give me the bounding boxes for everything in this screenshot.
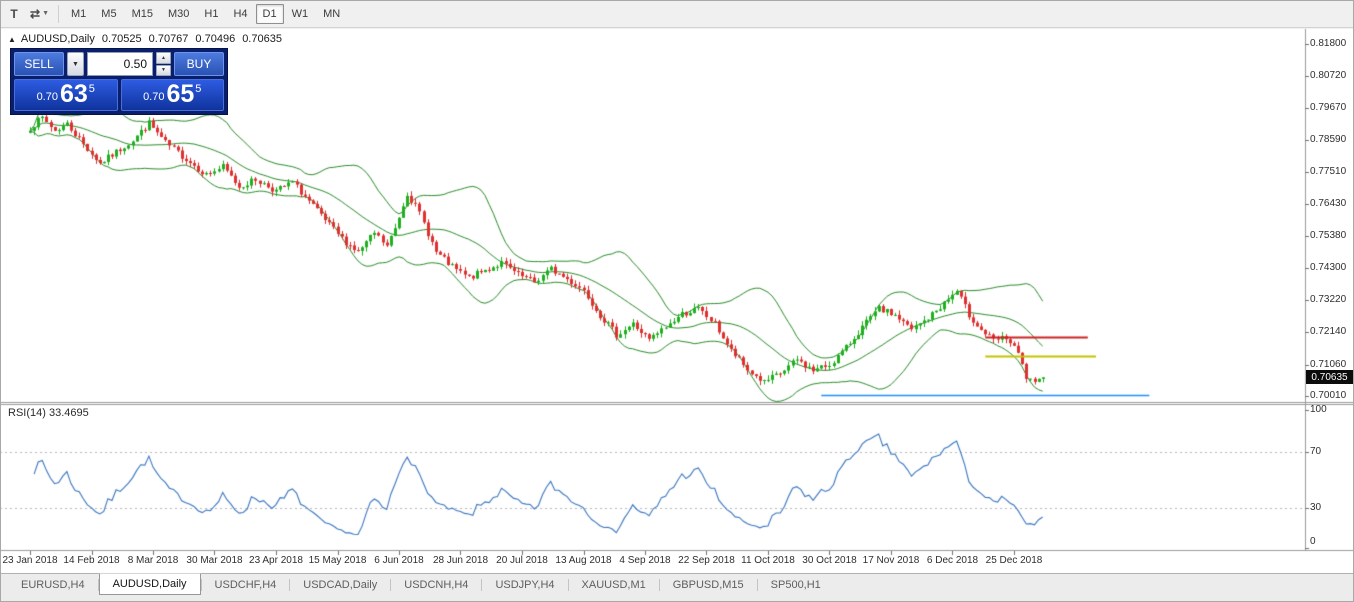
price-scale-label: 0.74300 bbox=[1310, 261, 1347, 273]
price-scale-label: 0.70010 bbox=[1310, 390, 1347, 401]
sell-price-big-digits: 63 bbox=[59, 80, 88, 108]
sell-button[interactable]: SELL bbox=[14, 52, 64, 76]
tab-divider bbox=[97, 579, 99, 591]
sell-price-panel[interactable]: 0.70 63 5 bbox=[14, 79, 118, 111]
chart-tab-audusd-daily[interactable]: AUDUSD,Daily bbox=[98, 573, 201, 595]
symbol-period-label: AUDUSD,Daily bbox=[20, 33, 95, 45]
time-axis-label: 13 Aug 2018 bbox=[555, 555, 612, 566]
timeframe-button-h4[interactable]: H4 bbox=[233, 7, 248, 20]
tab-divider bbox=[481, 579, 483, 591]
chart-tab-eurusd-h4[interactable]: EURUSD,H4 bbox=[21, 578, 85, 591]
time-axis-label: 6 Dec 2018 bbox=[926, 555, 979, 566]
rsi-scale-label: 0 bbox=[1310, 536, 1316, 547]
ohlc-high: 0.70767 bbox=[148, 33, 189, 45]
chart-tab-bar: EURUSD,H4 AUDUSD,Daily USDCHF,H4 USDCAD,Dai… bbox=[0, 573, 1354, 602]
price-scale-label: 0.77510 bbox=[1310, 166, 1347, 178]
time-axis-label: 4 Sep 2018 bbox=[619, 555, 671, 566]
toolbar-icon-group: T ⇄ ▼ bbox=[4, 3, 53, 25]
timeframe-button-d1[interactable]: D1 bbox=[255, 3, 284, 24]
chart-tab-xauusd-m1[interactable]: XAUUSD,M1 bbox=[581, 578, 646, 591]
one-click-trading-panel: SELL ▼ ▲ ▼ BUY 0.70 63 5 0.70 65 5 bbox=[10, 48, 228, 115]
time-axis-label: 14 Feb 2018 bbox=[63, 555, 120, 566]
time-axis-label: 30 Mar 2018 bbox=[186, 555, 243, 566]
time-axis-label: 28 Jun 2018 bbox=[432, 555, 489, 566]
time-axis-label: 6 Jun 2018 bbox=[374, 555, 424, 566]
trade-price-row: 0.70 63 5 0.70 65 5 bbox=[14, 79, 224, 111]
chart-tab-usdcnh-h4[interactable]: USDCNH,H4 bbox=[404, 578, 469, 591]
top-toolbar: T ⇄ ▼ M1 M5 M15 M30 H1 H4 D1 W1 MN bbox=[0, 0, 1354, 28]
tab-divider bbox=[200, 579, 202, 591]
time-axis-label: 8 Mar 2018 bbox=[127, 555, 179, 566]
tab-divider bbox=[289, 579, 291, 591]
rsi-indicator-label: RSI(14) 33.4695 bbox=[8, 407, 89, 419]
volume-input[interactable] bbox=[87, 52, 153, 76]
price-scale-label: 0.80720 bbox=[1310, 70, 1347, 82]
timeframe-button-m30[interactable]: M30 bbox=[167, 7, 190, 20]
time-axis-label: 20 Jul 2018 bbox=[496, 555, 548, 566]
tab-divider bbox=[567, 579, 569, 591]
timeframe-toolbar: M1 M5 M15 M30 H1 H4 D1 W1 MN bbox=[64, 3, 347, 24]
price-scale-label: 0.75380 bbox=[1310, 229, 1347, 241]
text-tool-button[interactable]: T bbox=[4, 3, 24, 25]
text-tool-icon: T bbox=[10, 6, 18, 21]
time-axis-label: 11 Oct 2018 bbox=[741, 555, 795, 566]
chart-tab-usdjpy-h4[interactable]: USDJPY,H4 bbox=[495, 578, 555, 591]
buy-price-prefix: 0.70 bbox=[143, 91, 165, 103]
price-scale-label: 0.71060 bbox=[1310, 358, 1347, 370]
current-price-badge: 0.70635 bbox=[1306, 370, 1353, 385]
timeframe-button-mn[interactable]: MN bbox=[323, 7, 341, 20]
price-scale-label: 0.79670 bbox=[1310, 101, 1347, 113]
chart-tab-usdchf-h4[interactable]: USDCHF,H4 bbox=[214, 578, 277, 591]
rsi-scale-label: 100 bbox=[1310, 404, 1327, 415]
rsi-scale-label: 70 bbox=[1310, 446, 1322, 457]
volume-up-button[interactable]: ▲ bbox=[156, 52, 171, 64]
ohlc-close: 0.70635 bbox=[242, 33, 282, 45]
ohlc-open: 0.70525 bbox=[101, 33, 142, 45]
chart-tab-usdcad-daily[interactable]: USDCAD,Daily bbox=[303, 578, 378, 591]
one-click-toggle-icon[interactable]: ▲ bbox=[8, 34, 16, 44]
timeframe-button-m15[interactable]: M15 bbox=[131, 7, 153, 20]
timeframe-button-m1[interactable]: M1 bbox=[71, 7, 87, 20]
time-axis-label: 17 Nov 2018 bbox=[862, 555, 920, 566]
time-axis-label: 23 Apr 2018 bbox=[249, 555, 303, 566]
tab-divider bbox=[756, 579, 758, 591]
price-scale-label: 0.81800 bbox=[1310, 38, 1347, 49]
toolbar-separator bbox=[58, 4, 59, 23]
tab-divider bbox=[658, 579, 660, 591]
tab-divider bbox=[390, 579, 392, 591]
buy-price-pipette: 5 bbox=[195, 83, 202, 95]
time-axis-label: 23 Jan 2018 bbox=[2, 555, 58, 566]
trade-controls-row: SELL ▼ ▲ ▼ BUY bbox=[14, 52, 224, 76]
ohlc-low: 0.70496 bbox=[195, 33, 236, 45]
timeframe-button-m5[interactable]: M5 bbox=[101, 7, 117, 20]
time-axis[interactable]: 23 Jan 2018 14 Feb 2018 8 Mar 2018 30 Mar 2… bbox=[0, 550, 1305, 573]
chart-tab-gbpusd-m15[interactable]: GBPUSD,M15 bbox=[672, 578, 744, 591]
volume-down-button[interactable]: ▼ bbox=[156, 64, 171, 76]
price-scale[interactable]: 0.81800 0.80720 0.79670 0.78590 0.77510 0.764… bbox=[1305, 29, 1354, 550]
timeframe-button-h1[interactable]: H1 bbox=[204, 7, 219, 20]
time-axis-label: 22 Sep 2018 bbox=[678, 555, 735, 566]
time-axis-label: 30 Oct 2018 bbox=[802, 555, 857, 566]
chart-tools-dropdown-icon: ⇄ bbox=[30, 6, 41, 21]
price-scale-label: 0.76430 bbox=[1310, 198, 1347, 210]
time-axis-label: 25 Dec 2018 bbox=[985, 555, 1043, 566]
volume-stepper: ▲ ▼ bbox=[156, 52, 171, 76]
chart-tab-sp500-h1[interactable]: SP500,H1 bbox=[770, 578, 821, 591]
buy-price-big-digits: 65 bbox=[166, 80, 195, 108]
buy-button[interactable]: BUY bbox=[174, 52, 224, 76]
price-scale-label: 0.72140 bbox=[1310, 326, 1347, 338]
rsi-scale-label: 30 bbox=[1310, 502, 1322, 513]
chart-tools-dropdown-button[interactable]: ⇄ ▼ bbox=[26, 3, 53, 25]
time-axis-label: 15 May 2018 bbox=[308, 555, 367, 566]
price-scale-label: 0.73220 bbox=[1310, 294, 1347, 306]
volume-dropdown-button[interactable]: ▼ bbox=[67, 52, 84, 76]
chevron-down-icon: ▼ bbox=[42, 10, 49, 17]
chart-header: ▲ AUDUSD,Daily 0.70525 0.70767 0.70496 0… bbox=[8, 33, 289, 45]
buy-price-panel[interactable]: 0.70 65 5 bbox=[120, 79, 224, 111]
timeframe-button-w1[interactable]: W1 bbox=[291, 7, 309, 20]
sell-price-pipette: 5 bbox=[88, 83, 95, 95]
price-scale-label: 0.78590 bbox=[1310, 133, 1347, 145]
sell-price-prefix: 0.70 bbox=[36, 91, 58, 103]
